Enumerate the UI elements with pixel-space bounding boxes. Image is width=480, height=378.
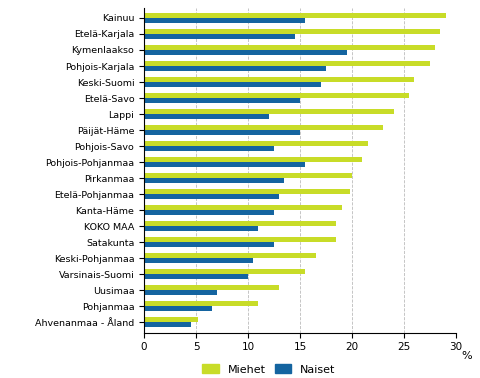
Bar <box>144 162 305 167</box>
Bar <box>144 274 248 279</box>
Bar <box>144 18 305 23</box>
Bar <box>144 290 217 295</box>
Bar <box>144 98 300 103</box>
Bar <box>144 34 295 39</box>
Bar <box>144 317 198 322</box>
Bar <box>144 237 336 242</box>
Bar <box>144 306 212 311</box>
Bar <box>144 13 445 18</box>
Bar <box>144 45 435 50</box>
Bar <box>144 109 394 114</box>
Bar <box>144 29 441 34</box>
Bar <box>144 301 258 306</box>
Bar <box>144 285 279 290</box>
Bar <box>144 258 253 263</box>
Bar <box>144 226 258 231</box>
Bar <box>144 194 279 199</box>
Bar <box>144 205 342 210</box>
Bar <box>144 157 362 162</box>
Bar <box>144 146 274 151</box>
Bar <box>144 114 269 119</box>
Bar <box>144 77 414 82</box>
Bar <box>144 61 430 66</box>
Bar <box>144 130 300 135</box>
Bar <box>144 322 191 327</box>
Bar <box>144 253 316 258</box>
Bar <box>144 66 326 71</box>
Bar <box>144 125 383 130</box>
Bar <box>144 93 409 98</box>
Bar <box>144 178 284 183</box>
Bar <box>144 269 305 274</box>
Bar <box>144 221 336 226</box>
Bar <box>144 141 368 146</box>
Bar <box>144 82 321 87</box>
Text: %: % <box>461 351 472 361</box>
Bar <box>144 210 274 215</box>
Bar <box>144 50 347 55</box>
Legend: Miehet, Naiset: Miehet, Naiset <box>202 364 336 375</box>
Bar <box>144 242 274 247</box>
Bar <box>144 189 350 194</box>
Bar <box>144 173 352 178</box>
